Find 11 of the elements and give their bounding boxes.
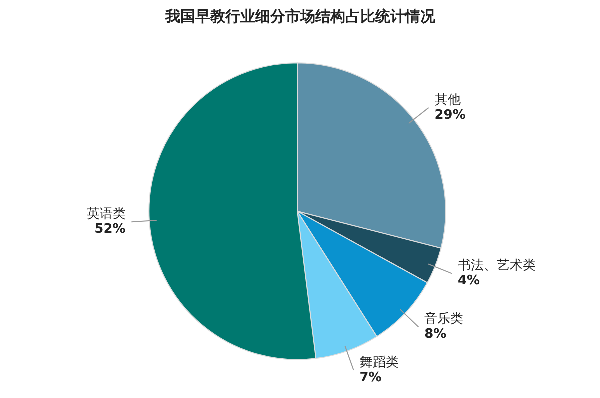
data-label: 7% xyxy=(360,370,382,386)
chart-title: 我国早教行业细分市场结构占比统计情况 xyxy=(164,8,436,26)
slice-label: 音乐类 xyxy=(424,312,464,328)
slice-label: 英语类 xyxy=(86,207,126,222)
data-label: 29% xyxy=(434,108,466,123)
data-label: 8% xyxy=(424,327,447,342)
data-label: 4% xyxy=(458,274,480,289)
data-label: 52% xyxy=(94,222,126,238)
slice-label: 舞蹈类 xyxy=(360,355,399,370)
slice-label: 其他 xyxy=(434,92,461,108)
slice-label: 书法、艺术类 xyxy=(458,258,536,274)
